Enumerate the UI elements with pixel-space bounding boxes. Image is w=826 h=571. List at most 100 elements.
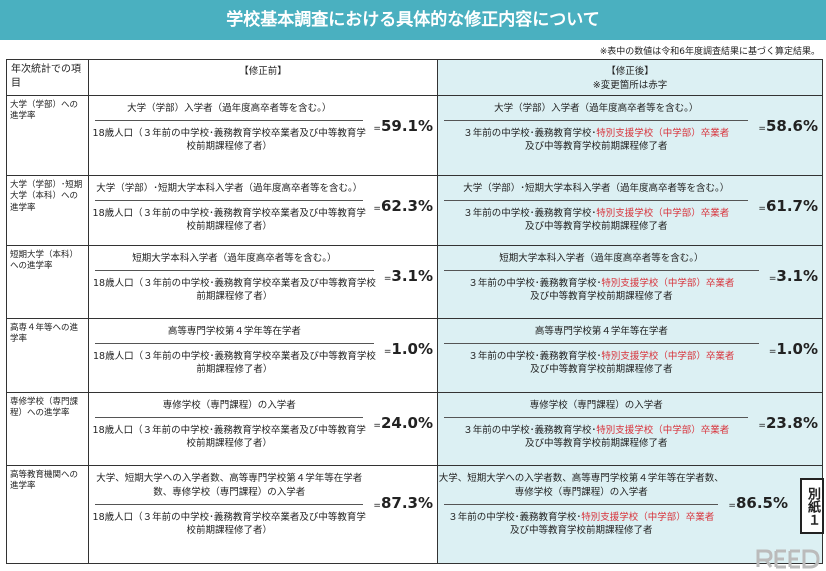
before-numerator: 大学（学部）･短期大学本科入学者（過年度高卒者等を含む。） (96, 183, 363, 194)
before-denominator: 18歳人口（３年前の中学校･義務教育学校卒業者及び中等教育学校前期課程修了者） (92, 128, 366, 153)
after-denominator: ３年前の中学校･義務教育学校･特別支援学校（中学部）卒業者 及び中等教育学校前期課… (438, 505, 724, 538)
before-denominator: 18歳人口（３年前の中学校･義務教育学校卒業者及び中等教育学校前期課程修了者） (92, 425, 366, 450)
changed-text: 特別支援学校（中学部）卒業者 (596, 425, 730, 436)
denominator-text: ３年前の中学校･義務教育学校･ (463, 425, 597, 436)
denominator-text: ３年前の中学校･義務教育学校･ (463, 208, 597, 219)
before-value: 24.0% (380, 413, 433, 432)
changed-text: 特別支援学校（中学部）卒業者 (596, 208, 730, 219)
before-numerator: 専修学校（専門課程）の入学者 (162, 400, 296, 411)
after-cell: 大学（学部）･短期大学本科入学者（過年度高卒者等を含む。） ３年前の中学校･義務… (437, 175, 823, 246)
after-numerator: 大学（学部）入学者（過年度高卒者等を含む。） (494, 103, 699, 114)
denominator-text: 及び中等教育学校前期課程修了者 (524, 438, 668, 450)
item-label: 大学（学部）･短期大学（本科）への進学率 (6, 175, 89, 246)
before-value: 59.1% (380, 116, 433, 135)
before-value: 62.3% (380, 196, 433, 215)
equals-sign: = (373, 500, 381, 511)
fraction-line (95, 200, 364, 201)
after-cell: 短期大学本科入学者（過年度高卒者等を含む。） ３年前の中学校･義務教育学校･特別… (437, 245, 823, 319)
after-value: 3.1% (776, 266, 818, 285)
equals-sign: = (758, 203, 766, 214)
before-denominator: 18歳人口（３年前の中学校･義務教育学校卒業者及び中等教育学校前期課程修了者） (92, 512, 366, 537)
equals-sign: = (728, 500, 736, 511)
after-denominator: ３年前の中学校･義務教育学校･特別支援学校（中学部）卒業者 及び中等教育学校前期課… (438, 121, 754, 154)
item-label: 短期大学（本科）への進学率 (6, 245, 89, 319)
after-value: 1.0% (776, 339, 818, 358)
before-fraction: 高等専門学校第４学年等在学者 18歳人口（３年前の中学校･義務教育学校卒業者及び… (89, 321, 380, 377)
before-denominator: 18歳人口（３年前の中学校･義務教育学校卒業者及び中等教育学校前期課程修了者） (92, 208, 366, 233)
denominator-text: 及び中等教育学校前期課程修了者 (530, 364, 673, 376)
before-value: 3.1% (391, 266, 433, 285)
denominator-text: ３年前の中学校･義務教育学校･ (448, 512, 582, 523)
after-value: 23.8% (765, 413, 818, 432)
after-cell: 大学、短期大学への入学者数、高等専門学校第４学年等在学者数、専修学校（専門課程）… (437, 465, 823, 564)
revision-table: 年次統計での項目 【修正前】 【修正後】 ※変更箇所は赤字 大学（学部）への進学率… (6, 59, 823, 564)
fraction-line (444, 343, 759, 344)
equals-sign: = (768, 346, 777, 357)
footnote: ※表中の数値は令和6年度調査結果に基づく算定結果。 (599, 47, 820, 57)
watermark-logo (756, 549, 820, 569)
before-numerator: 短期大学本科入学者（過年度高卒者等を含む。） (132, 253, 337, 264)
fraction-line (444, 200, 749, 201)
before-fraction: 大学（学部）･短期大学本科入学者（過年度高卒者等を含む。） 18歳人口（３年前の… (89, 178, 369, 234)
fraction-line (444, 270, 759, 271)
changed-text: 特別支援学校（中学部）卒業者 (596, 128, 730, 139)
fraction-line (95, 270, 374, 271)
after-fraction: 短期大学本科入学者（過年度高卒者等を含む。） ３年前の中学校･義務教育学校･特別… (438, 248, 765, 304)
after-value: 86.5% (735, 493, 788, 512)
table-row: 専修学校（専門課程）への進学率 専修学校（専門課程）の入学者 18歳人口（３年前… (6, 392, 823, 466)
after-value: 61.7% (765, 196, 818, 215)
before-fraction: 大学、短期大学への入学者数、高等専門学校第４学年等在学者数、専修学校（専門課程）… (89, 468, 369, 538)
before-numerator: 大学（学部）入学者（過年度高卒者等を含む。） (127, 103, 332, 114)
equals-sign: = (373, 123, 381, 134)
denominator-text: ３年前の中学校･義務教育学校･ (468, 351, 602, 362)
before-cell: 大学、短期大学への入学者数、高等専門学校第４学年等在学者数、専修学校（専門課程）… (88, 465, 438, 564)
denominator-text: 及び中等教育学校前期課程修了者 (530, 291, 673, 303)
before-fraction: 短期大学本科入学者（過年度高卒者等を含む。） 18歳人口（３年前の中学校･義務教… (89, 248, 380, 304)
after-denominator: ３年前の中学校･義務教育学校･特別支援学校（中学部）卒業者 及び中等教育学校前期課… (438, 271, 765, 304)
changed-text: 特別支援学校（中学部）卒業者 (601, 351, 735, 362)
before-fraction: 専修学校（専門課程）の入学者 18歳人口（３年前の中学校･義務教育学校卒業者及び… (89, 395, 369, 451)
fraction-line (95, 417, 364, 418)
after-numerator: 高等専門学校第４学年等在学者 (534, 326, 668, 337)
equals-sign: = (383, 273, 392, 284)
before-numerator: 高等専門学校第４学年等在学者 (167, 326, 301, 337)
table-row: 大学（学部）への進学率 大学（学部）入学者（過年度高卒者等を含む。） 18歳人口… (6, 95, 823, 176)
before-cell: 短期大学本科入学者（過年度高卒者等を含む。） 18歳人口（３年前の中学校･義務教… (88, 245, 438, 319)
after-cell: 大学（学部）入学者（過年度高卒者等を含む。） ３年前の中学校･義務教育学校･特別… (437, 95, 823, 176)
before-denominator: 18歳人口（３年前の中学校･義務教育学校卒業者及び中等教育学校前期課程修了者） (93, 351, 376, 376)
item-label: 専修学校（専門課程）への進学率 (6, 392, 89, 466)
page-title: 学校基本調査における具体的な修正内容について (0, 0, 826, 40)
header-row: 年次統計での項目 【修正前】 【修正後】 ※変更箇所は赤字 (6, 59, 823, 96)
after-numerator: 短期大学本科入学者（過年度高卒者等を含む。） (499, 253, 704, 264)
fraction-line (444, 120, 749, 121)
item-label: 高等教育機関への進学率 (6, 465, 89, 564)
fraction-line (95, 120, 364, 121)
before-cell: 専修学校（専門課程）の入学者 18歳人口（３年前の中学校･義務教育学校卒業者及び… (88, 392, 438, 466)
before-numerator: 大学、短期大学への入学者数、高等専門学校第４学年等在学者数、専修学校（専門課程）… (96, 473, 363, 498)
item-label: 高専４年等への進学率 (6, 318, 89, 393)
table-row: 高等教育機関への進学率 大学、短期大学への入学者数、高等専門学校第４学年等在学者… (6, 465, 823, 564)
after-fraction: 大学（学部）･短期大学本科入学者（過年度高卒者等を含む。） ３年前の中学校･義務… (438, 178, 754, 234)
after-cell: 専修学校（専門課程）の入学者 ３年前の中学校･義務教育学校･特別支援学校（中学部… (437, 392, 823, 466)
header-after: 【修正後】 ※変更箇所は赤字 (437, 59, 823, 96)
before-cell: 大学（学部）･短期大学本科入学者（過年度高卒者等を含む。） 18歳人口（３年前の… (88, 175, 438, 246)
table-row: 大学（学部）･短期大学（本科）への進学率 大学（学部）･短期大学本科入学者（過年… (6, 175, 823, 246)
after-value: 58.6% (765, 116, 818, 135)
header-before: 【修正前】 (88, 59, 438, 96)
item-label: 大学（学部）への進学率 (6, 95, 89, 176)
equals-sign: = (758, 420, 766, 431)
after-cell: 高等専門学校第４学年等在学者 ３年前の中学校･義務教育学校･特別支援学校（中学部… (437, 318, 823, 393)
equals-sign: = (768, 273, 777, 284)
before-fraction: 大学（学部）入学者（過年度高卒者等を含む。） 18歳人口（３年前の中学校･義務教… (89, 98, 369, 154)
denominator-text: ３年前の中学校･義務教育学校･ (468, 278, 602, 289)
equals-sign: = (373, 420, 381, 431)
after-numerator: 大学（学部）･短期大学本科入学者（過年度高卒者等を含む。） (463, 183, 730, 194)
header-item: 年次統計での項目 (6, 59, 89, 96)
after-fraction: 高等専門学校第４学年等在学者 ３年前の中学校･義務教育学校･特別支援学校（中学部… (438, 321, 765, 377)
before-cell: 高等専門学校第４学年等在学者 18歳人口（３年前の中学校･義務教育学校卒業者及び… (88, 318, 438, 393)
after-fraction: 大学、短期大学への入学者数、高等専門学校第４学年等在学者数、専修学校（専門課程）… (438, 468, 724, 538)
after-denominator: ３年前の中学校･義務教育学校･特別支援学校（中学部）卒業者及び中等教育学校前期課… (438, 344, 765, 377)
header-after-label: 【修正後】 (606, 66, 654, 77)
header-after-note: ※変更箇所は赤字 (592, 80, 668, 91)
table-row: 短期大学（本科）への進学率 短期大学本科入学者（過年度高卒者等を含む。） 18歳… (6, 245, 823, 319)
